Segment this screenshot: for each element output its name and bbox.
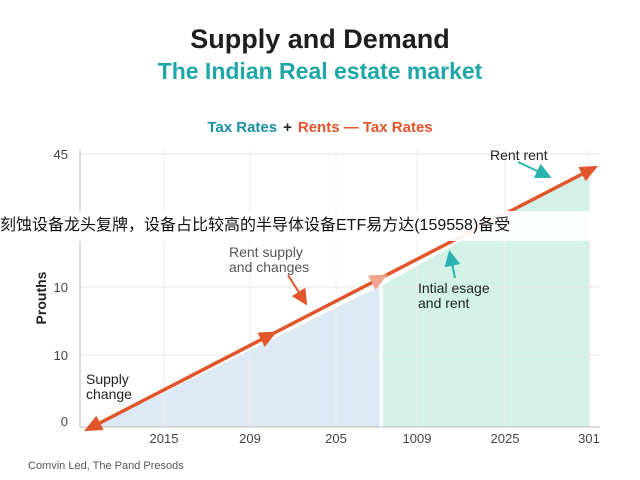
x-tick-label: 301 [578,431,600,446]
annotation-rent-supply: Rent supply and changes [229,244,309,275]
y-tick-label: 10 [54,348,68,363]
x-tick-label: 2025 [491,431,520,446]
data-point-marker [368,274,388,290]
y-axis-label: Prouths [33,271,49,324]
annotation-arrow-intial-esage [444,250,461,279]
y-tick-label: 0 [61,414,68,429]
legend-rents-tax-rates: Rents — Tax Rates [297,119,433,136]
data-point-marker [578,165,598,182]
x-tick-label: 205 [325,431,347,446]
y-tick-label: 45 [54,147,68,162]
data-point-marker [84,415,104,432]
legend-plus: + [283,119,292,136]
area-left [94,286,380,427]
x-tick-label: 2015 [150,431,179,446]
annotation-intial-esage: Intial esage and rent [418,280,490,311]
legend-tax-rates: Tax Rates [207,119,278,136]
legend: Tax Rates + Rents — Tax Rates [0,119,640,136]
source-note: Comvin Led, The Pand Presods [28,460,184,472]
x-tick-label: 209 [239,431,261,446]
annotation-arrow-rent-supply [287,274,308,306]
x-tick-label: 1009 [403,431,432,446]
gridlines [80,150,600,427]
annotation-rent-rent: Rent rent [490,147,548,163]
chart-subtitle: The Indian Real estate market [157,58,483,84]
chart-title: Supply and Demand [190,24,450,54]
annotation-arrow-rent-rent [517,161,552,179]
news-overlay-banner: 刻蚀设备龙头复牌，设备占比较高的半导体设备ETF易方达(159558)备受 [0,211,640,241]
y-tick-label: 10 [54,280,68,295]
area-right [383,168,590,427]
data-point-marker [257,331,278,347]
annotation-supply-change: Supply change [86,371,132,402]
